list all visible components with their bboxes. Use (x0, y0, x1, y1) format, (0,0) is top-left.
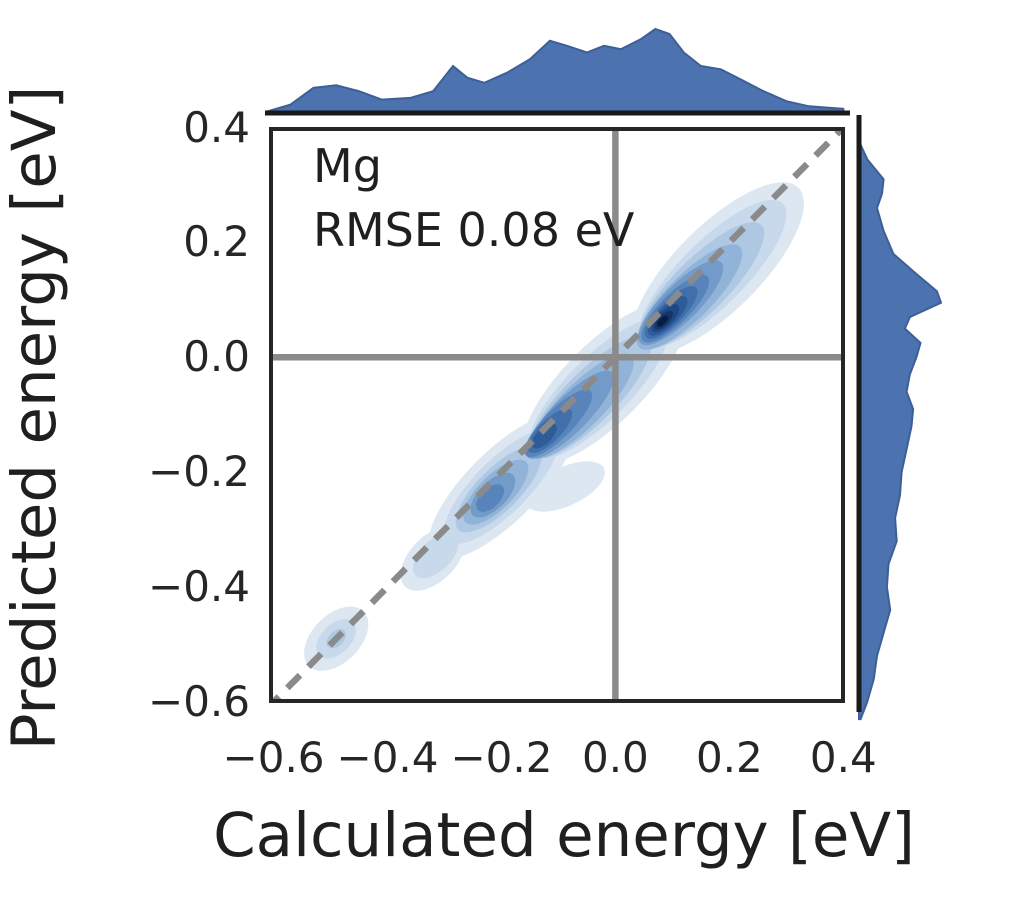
y-tick-label: 0.0 (183, 332, 250, 382)
x-tick-label: 0.0 (581, 733, 649, 782)
y-tick-label: −0.6 (148, 676, 250, 726)
right-marginal-svg (856, 115, 943, 721)
x-tick-label: −0.4 (336, 733, 439, 782)
y-tick-label: −0.4 (148, 561, 250, 611)
x-axis-label: Calculated energy [eV] (213, 800, 915, 871)
y-tick-label: −0.2 (148, 447, 250, 497)
x-tick-label: 0.4 (809, 733, 877, 782)
annotation: Mg RMSE 0.08 eV (313, 134, 634, 262)
x-tick-label: −0.2 (450, 733, 553, 782)
annotation-element: Mg (313, 139, 382, 193)
main-plot-svg (269, 127, 845, 703)
x-tick-label: 0.2 (695, 733, 763, 782)
annotation-rmse: RMSE 0.08 eV (313, 203, 635, 257)
y-tick-label: 0.4 (183, 102, 250, 152)
x-tick-label: −0.6 (222, 733, 325, 782)
top-marginal-svg (265, 27, 850, 116)
y-tick-label: 0.2 (183, 217, 250, 267)
